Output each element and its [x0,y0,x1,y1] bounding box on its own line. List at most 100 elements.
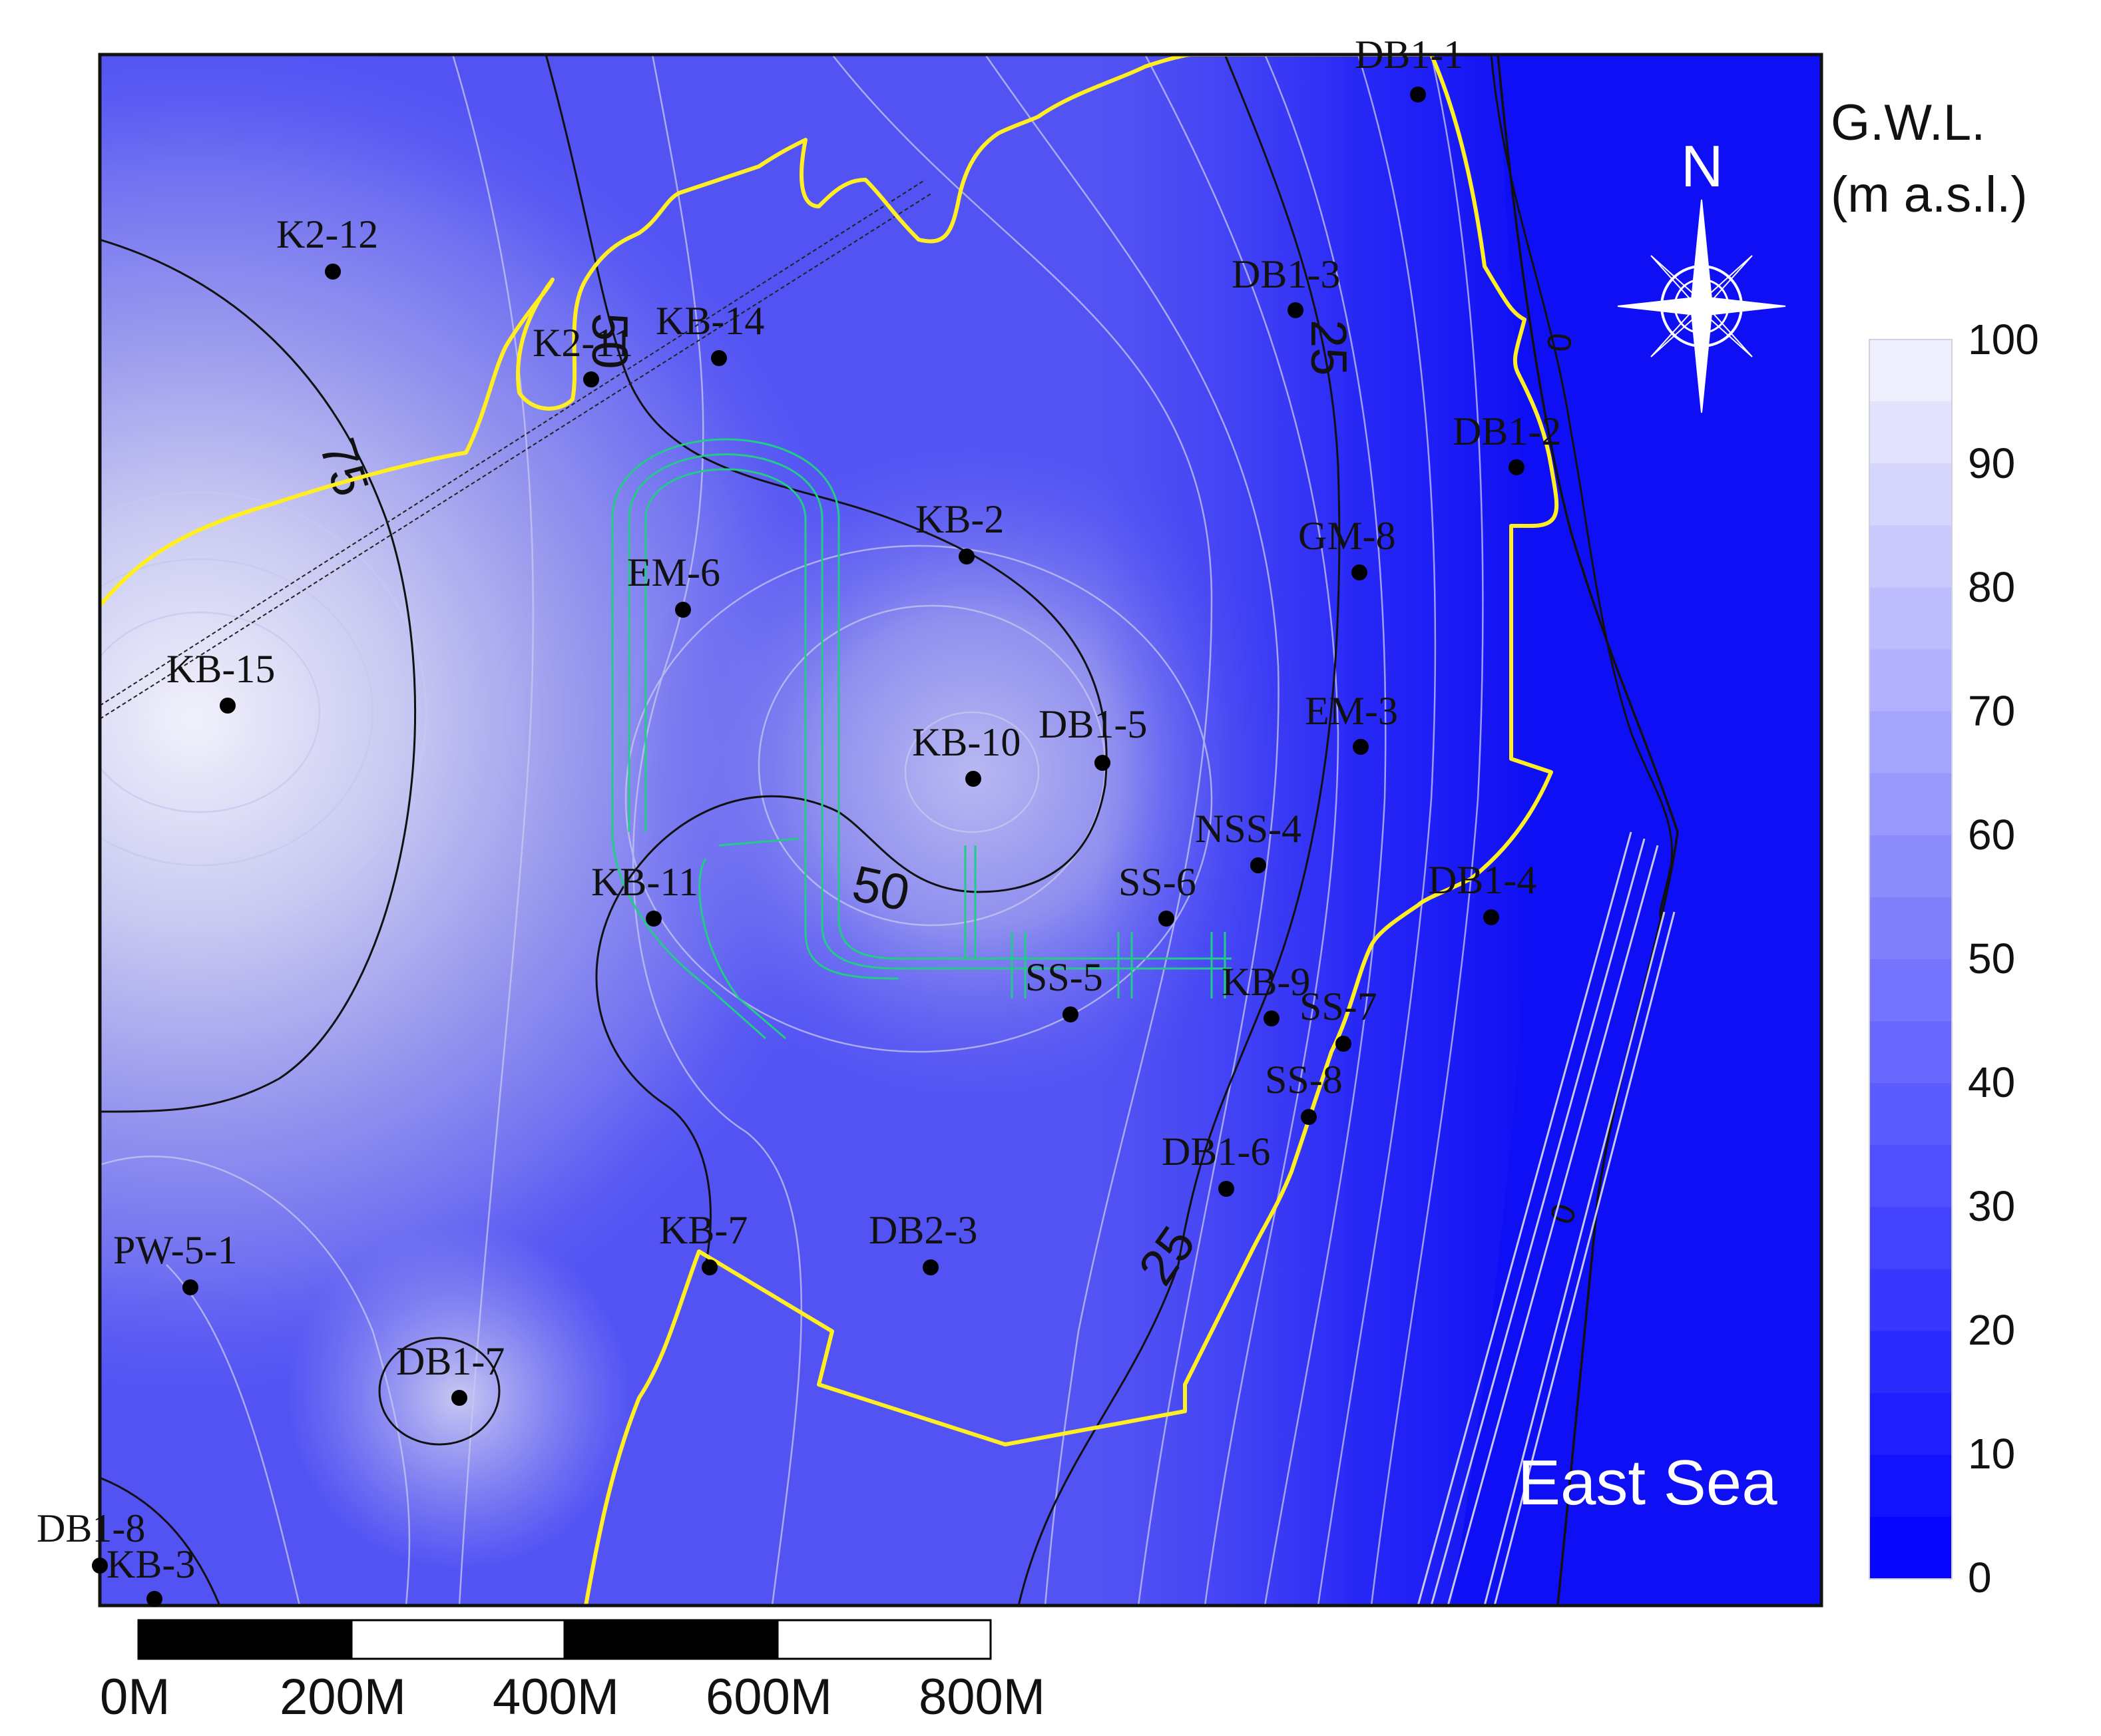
svg-text:NSS-4: NSS-4 [1195,807,1301,851]
legend-color-band [1869,1021,1952,1084]
legend-tick-label: 40 [1968,1058,2015,1106]
svg-text:PW-5-1: PW-5-1 [113,1228,238,1272]
legend-tick-label: 50 [1968,935,2015,982]
legend-color-band [1869,649,1952,712]
svg-text:GM-8: GM-8 [1298,514,1396,558]
coastline [1490,55,1673,919]
legend-color-bands [1869,339,1952,1580]
linear-infrastructure [100,179,933,720]
well-marker[interactable]: SS-7 [1299,984,1377,1052]
scale-segment-light [776,1619,992,1660]
svg-text:DB2-3: DB2-3 [869,1208,977,1252]
scale-label: 600M [706,1669,832,1725]
svg-text:DB1-3: DB1-3 [1232,252,1340,296]
svg-text:KB-15: KB-15 [166,647,275,691]
legend-tick-label: 0 [1968,1554,1992,1602]
map-area: 75 50 50 25 25 0 0 [100,55,1821,1606]
well-marker[interactable]: EM-6 [627,550,720,618]
svg-text:KB-9: KB-9 [1222,960,1310,1004]
well-marker[interactable]: DB1-6 [1162,1130,1270,1197]
legend-color-band [1869,773,1952,836]
well-marker[interactable]: K2-12 [276,212,378,280]
svg-text:EM-3: EM-3 [1305,689,1398,733]
map-frame [98,53,1823,1608]
well-marker[interactable]: SS-8 [1265,1058,1343,1125]
well-marker[interactable]: DB1-5 [1039,702,1147,771]
legend-tick-label: 30 [1968,1182,2015,1230]
well-marker[interactable]: KB-10 [912,720,1021,787]
svg-text:KB-2: KB-2 [915,497,1004,541]
svg-text:KB-14: KB-14 [656,299,764,343]
compass-ew-needle [1617,296,1786,317]
color-legend: G.W.L. (m a.s.l.) 100 90 80 70 60 50 40 … [1831,95,2039,1602]
well-marker[interactable]: DB1-3 [1232,252,1340,318]
well-marker[interactable]: KB-7 [659,1208,748,1275]
compass-diagonal-2 [1650,255,1753,357]
well-marker[interactable]: NSS-4 [1195,807,1301,873]
well-marker[interactable]: KB-15 [166,647,275,714]
well-marker[interactable]: EM-3 [1305,689,1398,755]
svg-text:DB1-6: DB1-6 [1162,1130,1270,1174]
legend-color-band [1869,1207,1952,1270]
well-marker[interactable]: DB1-7 [396,1339,505,1406]
svg-text:DB1-5: DB1-5 [1039,702,1147,746]
breakwater [1417,831,1676,1606]
svg-text:SS-5: SS-5 [1025,955,1103,999]
svg-text:KB-3: KB-3 [107,1542,195,1586]
well-marker[interactable]: DB1-4 [1428,858,1536,925]
svg-text:SS-7: SS-7 [1299,984,1377,1028]
svg-text:KB-10: KB-10 [912,720,1021,764]
svg-text:K2-11: K2-11 [533,321,633,365]
well-marker[interactable]: GM-8 [1298,514,1396,580]
scale-segment-dark [138,1620,351,1659]
well-marker[interactable]: DB1-8 [37,1506,145,1574]
contour-label: 25 [1300,320,1357,376]
channel-structure [611,438,1232,1040]
minor-contours [100,55,1484,1606]
svg-text:SS-6: SS-6 [1118,860,1196,904]
legend-color-band [1869,401,1952,464]
well-marker[interactable]: KB-3 [107,1542,195,1607]
well-marker[interactable]: SS-6 [1118,860,1196,927]
scale-bar-frame [137,1619,992,1660]
legend-tick-label: 80 [1968,563,2015,611]
scale-label: 800M [919,1669,1045,1725]
legend-title-line2: (m a.s.l.) [1831,166,2028,223]
legend-color-band [1869,463,1952,526]
legend-color-band [1869,587,1952,650]
legend-tick-label: 70 [1968,687,2015,735]
legend-tick-label: 60 [1968,811,2015,859]
well-marker[interactable]: PW-5-1 [113,1228,238,1295]
scale-label: 0M [100,1669,170,1725]
well-marker[interactable]: KB-11 [591,860,698,927]
well-marker[interactable]: KB-9 [1222,960,1310,1026]
north-arrow: N [1617,133,1786,413]
well-marker[interactable]: DB1-1 [1355,33,1463,103]
contour-label: 50 [847,855,914,923]
legend-tick-label: 10 [1968,1430,2015,1478]
north-label: N [1681,133,1724,199]
well-marker[interactable]: DB2-3 [869,1208,977,1275]
sea-label: East Sea [1518,1447,1777,1518]
scale-label: 400M [493,1669,619,1725]
well-marker[interactable]: KB-2 [915,497,1004,564]
well-marker[interactable]: K2-11 [533,321,633,387]
well-marker[interactable]: KB-14 [656,299,764,366]
svg-text:DB1-4: DB1-4 [1428,858,1536,902]
legend-color-band [1869,525,1952,588]
svg-text:DB1-2: DB1-2 [1453,409,1561,453]
well-marker[interactable]: DB1-2 [1453,409,1561,475]
svg-text:KB-11: KB-11 [591,860,698,904]
compass-diagonal-1 [1650,255,1753,357]
well-marker[interactable]: SS-5 [1025,955,1103,1022]
legend-title-line1: G.W.L. [1831,95,1985,151]
legend-color-band [1869,1331,1952,1394]
legend-color-band [1869,835,1952,898]
legend-tick-label: 100 [1968,316,2039,363]
contour-label: 50 [581,313,638,369]
legend-color-band [1869,959,1952,1022]
legend-color-band [1869,1516,1952,1580]
svg-text:DB1-7: DB1-7 [396,1339,505,1383]
major-contours [100,55,1679,1606]
